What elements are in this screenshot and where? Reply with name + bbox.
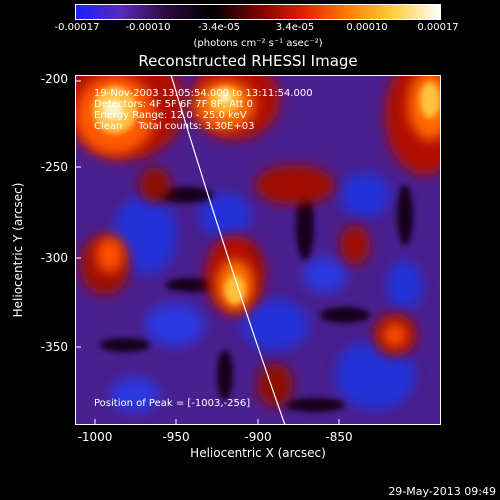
plot-title: Reconstructed RHESSI Image [138, 52, 358, 70]
colorbar-tick: -0.00010 [125, 22, 171, 33]
colorbar-tick: 3.4e-05 [275, 22, 315, 33]
x-axis-label: Heliocentric X (arcsec) [190, 446, 326, 460]
colorbar-tick: 0.00017 [417, 22, 459, 33]
x-tick-label: -1000 [77, 430, 113, 444]
annotation-detectors: Detectors: 4F 5F 6F 7F 8F, Att 0 [94, 99, 254, 110]
x-tick-label: -850 [325, 430, 353, 444]
annotation-energy: Energy Range: 12.0 - 25.0 keV [94, 110, 247, 121]
annotation-counts: Clean Total counts: 3.30E+03 [94, 121, 255, 132]
y-tick-label: -200 [40, 72, 68, 86]
x-tick-label: -950 [162, 430, 190, 444]
x-tick-label: -900 [244, 430, 272, 444]
colorbar-tick: -0.00017 [54, 22, 100, 33]
footer-timestamp: 29-May-2013 09:49 [388, 485, 496, 498]
rhessi-image [75, 75, 441, 425]
colorbar-units: (photons cm⁻² s⁻¹ asec⁻²) [193, 38, 323, 49]
colorbar [75, 4, 441, 20]
y-tick-label: -250 [40, 160, 68, 174]
y-tick-label: -350 [40, 340, 68, 354]
y-tick-label: -300 [40, 251, 68, 265]
colorbar-tick: 0.00010 [346, 22, 388, 33]
y-axis-label: Heliocentric Y (arcsec) [11, 182, 25, 318]
annotation-time: 19-Nov-2003 13:05:54.000 to 13:11:54.000 [94, 88, 313, 99]
colorbar-tick: -3.4e-05 [198, 22, 240, 33]
peak-position: Position of Peak = [-1003,-256] [94, 398, 251, 409]
